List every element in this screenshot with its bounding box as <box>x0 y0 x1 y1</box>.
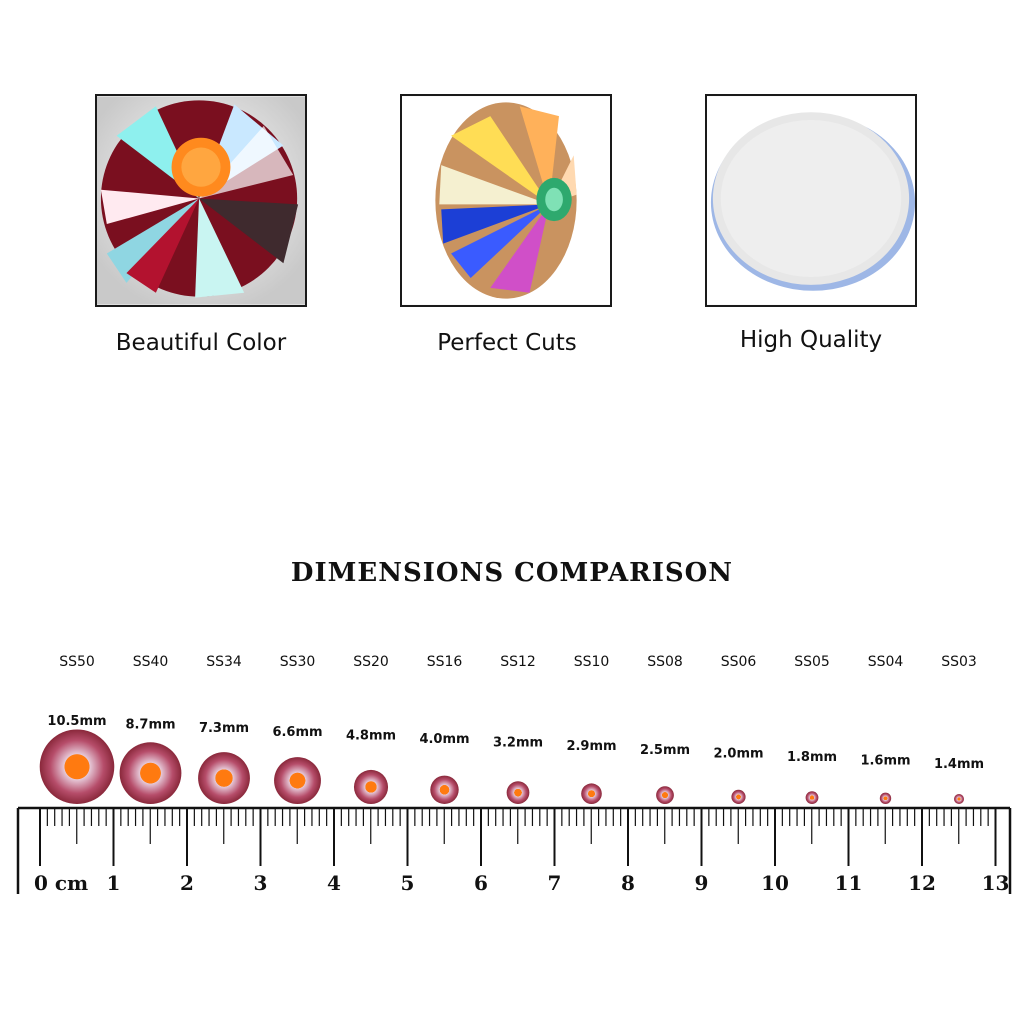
size-mm-label: 2.0mm <box>713 746 763 761</box>
size-code-label: SS10 <box>574 654 610 670</box>
rhinestone-size-sample <box>954 794 964 804</box>
ruler-cm-label: 13 <box>982 871 1010 895</box>
size-mm-label: 10.5mm <box>47 714 106 729</box>
size-code-label: SS04 <box>868 654 904 670</box>
feature-image-high-quality <box>705 94 917 307</box>
size-code-label: SS16 <box>427 654 463 670</box>
ruler-zero-label: 0 cm <box>34 871 88 895</box>
size-mm-label: 2.5mm <box>640 743 690 758</box>
rhinestone-ab-angled-image <box>402 96 610 305</box>
feature-caption-high-quality: High Quality <box>739 327 883 353</box>
rhinestone-size-sample <box>581 783 602 804</box>
ruler-cm-label: 5 <box>401 871 415 895</box>
rhinestone-size-sample <box>430 775 459 804</box>
rhinestone-size-sample <box>353 769 389 804</box>
ruler: 0 cm 1 2 3 4 5 6 7 8 9 10 11 12 13 <box>16 806 1012 895</box>
ruler-cm-label: 10 <box>761 871 789 895</box>
ruler-cm-label: 9 <box>695 871 709 895</box>
ruler-frame <box>16 806 1012 894</box>
size-code-label: SS40 <box>133 654 169 670</box>
ruler-cm-label: 12 <box>908 871 936 895</box>
size-code-label: SS06 <box>721 654 757 670</box>
size-comparison-chart: SS50 SS40 SS34 SS30 SS20 SS16 SS12 SS10 SS08 SS06… <box>16 654 1012 895</box>
size-code-label: SS03 <box>941 654 977 670</box>
ruler-cm-label: 6 <box>474 871 488 895</box>
rhinestone-size-sample <box>879 792 892 804</box>
rhinestone-ab-closeup-image <box>97 96 305 305</box>
size-code-label: SS12 <box>500 654 536 670</box>
size-code-label: SS20 <box>353 654 389 670</box>
size-code-label: SS08 <box>647 654 683 670</box>
dimensions-title: DIMENSIONS COMPARISON <box>290 558 734 588</box>
rhinestone-size-sample <box>119 742 182 804</box>
rhinestone-size-sample <box>274 757 321 804</box>
size-mm-label: 3.2mm <box>493 736 543 751</box>
ruler-cm-label: 8 <box>621 871 635 895</box>
rhinestone-back-glue-image <box>707 96 915 305</box>
ruler-cm-label: 1 <box>107 871 121 895</box>
rhinestone-size-sample <box>805 791 819 804</box>
ruler-cm-label: 2 <box>180 871 194 895</box>
size-mm-label: 2.9mm <box>566 739 616 754</box>
size-mm-label: 1.6mm <box>860 754 910 769</box>
feature-caption-beautiful-color: Beautiful Color <box>115 330 287 356</box>
size-mm-label: 4.0mm <box>419 732 469 747</box>
ruler-cm-label: 3 <box>254 871 268 895</box>
feature-caption-perfect-cuts: Perfect Cuts <box>437 330 577 356</box>
size-mm-label: 4.8mm <box>346 728 396 743</box>
ruler-cm-label: 4 <box>327 871 341 895</box>
size-code-label: SS50 <box>59 654 95 670</box>
size-code-label: SS05 <box>794 654 830 670</box>
size-mm-label: 1.8mm <box>787 750 837 765</box>
size-code-label: SS34 <box>206 654 242 670</box>
rhinestone-size-sample <box>506 781 530 804</box>
ruler-cm-label: 11 <box>835 871 863 895</box>
size-code-label: SS30 <box>280 654 316 670</box>
size-mm-label: 1.4mm <box>934 757 984 772</box>
feature-image-perfect-cuts <box>400 94 612 307</box>
rhinestone-size-sample <box>198 752 250 804</box>
rhinestone-size-sample <box>656 786 674 804</box>
size-mm-label: 6.6mm <box>272 725 322 740</box>
rhinestone-size-sample <box>731 789 746 804</box>
feature-image-beautiful-color <box>95 94 307 307</box>
ruler-cm-label: 7 <box>548 871 562 895</box>
size-mm-label: 7.3mm <box>199 721 249 736</box>
size-mm-label: 8.7mm <box>125 718 175 733</box>
rhinestone-size-sample <box>39 729 115 804</box>
